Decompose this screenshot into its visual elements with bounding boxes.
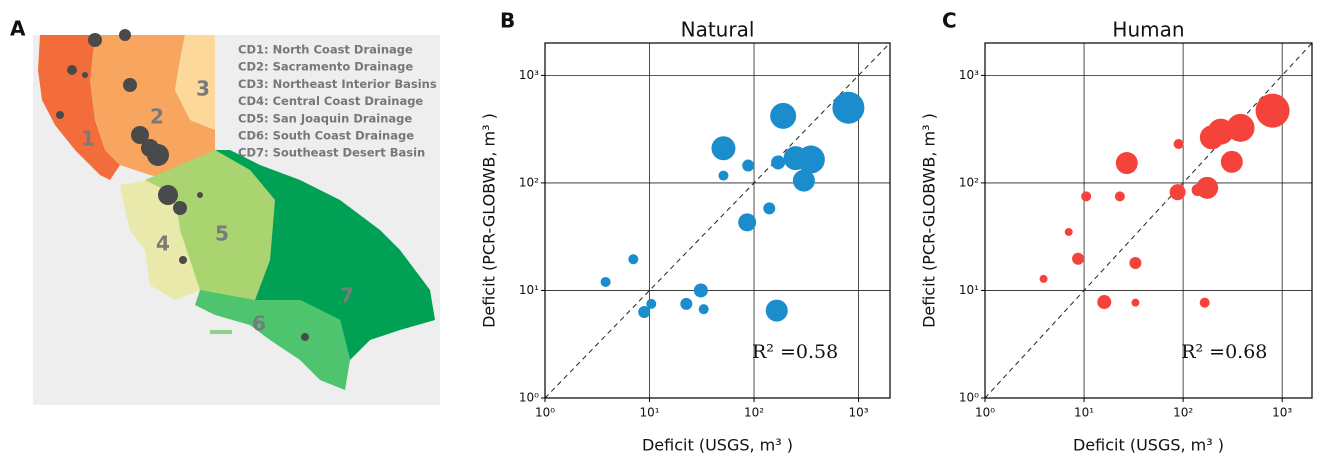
map-legend: CD1: North Coast Drainage CD2: Sacramento… [238,43,437,160]
point [718,170,729,181]
point [1064,227,1073,236]
panel-label: B [500,9,515,33]
x-tick-label: 10³ [1272,406,1292,420]
axes-frame [984,42,1313,399]
point [1199,125,1224,150]
point [765,299,788,322]
point [1129,257,1142,270]
legend-entry: CD1: North Coast Drainage [238,43,413,57]
legend-entry: CD3: Northeast Interior Basins [238,77,437,91]
point [638,306,651,319]
annotation: R² =0.58 [752,341,838,363]
x-tick-label: 10¹ [1074,406,1094,420]
y-tick-label: 10² [959,175,979,189]
chart-title: Human [1112,18,1184,42]
panel-label: A [10,17,26,41]
point [628,254,639,265]
point [1226,113,1255,142]
region-label: 3 [196,77,210,101]
chart-title: Natural [681,18,755,42]
x-axis-label: Deficit (USGS, m³ ) [1073,436,1224,455]
y-axis-label: Deficit (PCR-GLOBWB, m³ ) [920,113,939,328]
y-tick-label: 10¹ [519,283,539,297]
y-tick-label: 10² [519,175,539,189]
point [1131,298,1140,307]
region-label: 7 [340,284,354,308]
region-label: 2 [150,105,164,129]
plot-area [985,43,1312,398]
point [770,102,797,129]
point [783,146,808,171]
point [1220,150,1243,173]
region-label: 4 [156,232,170,256]
point [1039,274,1048,283]
point [763,202,776,215]
x-tick-label: 10⁰ [535,406,555,420]
point [693,283,708,298]
point [742,159,755,172]
axes-frame [544,42,891,399]
region [175,35,215,130]
point [711,136,736,161]
point [1115,152,1138,175]
x-tick-label: 10² [1173,406,1193,420]
y-tick-label: 10³ [959,68,979,82]
region [215,150,435,360]
point [646,298,657,309]
y-axis-label: Deficit (PCR-GLOBWB, m³ ) [480,113,499,328]
point [1173,139,1184,150]
point [1072,252,1085,265]
region-label: 6 [252,312,266,336]
point [1114,191,1125,202]
region [145,150,275,300]
legend-entry: CD6: South Coast Drainage [238,129,414,143]
legend-entry: CD2: Sacramento Drainage [238,60,413,74]
point [680,297,693,310]
point [1255,93,1290,128]
legend-entry: CD5: San Joaquin Drainage [238,111,412,125]
point [1199,297,1210,308]
point [1169,184,1186,201]
legend-entry: CD4: Central Coast Drainage [238,94,423,108]
x-tick-label: 10³ [848,406,868,420]
island [210,330,232,334]
point [600,276,611,287]
point [792,169,815,192]
region [90,35,215,180]
region [120,180,200,300]
point [1097,295,1112,310]
region-label: 5 [215,222,229,246]
region-label: 1 [81,127,95,151]
x-tick-label: 10⁰ [975,406,995,420]
x-tick-label: 10¹ [639,406,659,420]
y-tick-label: 10⁰ [519,391,539,405]
annotation: R² =0.68 [1181,341,1267,363]
x-axis-label: Deficit (USGS, m³ ) [642,436,793,455]
panel-label: C [942,9,957,33]
x-tick-label: 10² [744,406,764,420]
identity-line [544,42,891,399]
map-dots [56,29,309,341]
point [1081,191,1092,202]
point [698,304,709,315]
y-tick-label: 10³ [519,68,539,82]
region [195,290,350,390]
point [1191,183,1204,196]
y-tick-label: 10⁰ [959,391,979,405]
region [38,35,120,180]
point [771,155,786,170]
point [738,213,757,232]
legend-entry: CD7: Southeast Desert Basin [238,146,425,160]
point [832,91,865,124]
y-tick-label: 10¹ [959,283,979,297]
map: 1 2 3 4 5 6 7 CD1: North Coast DrainageC… [33,29,440,405]
